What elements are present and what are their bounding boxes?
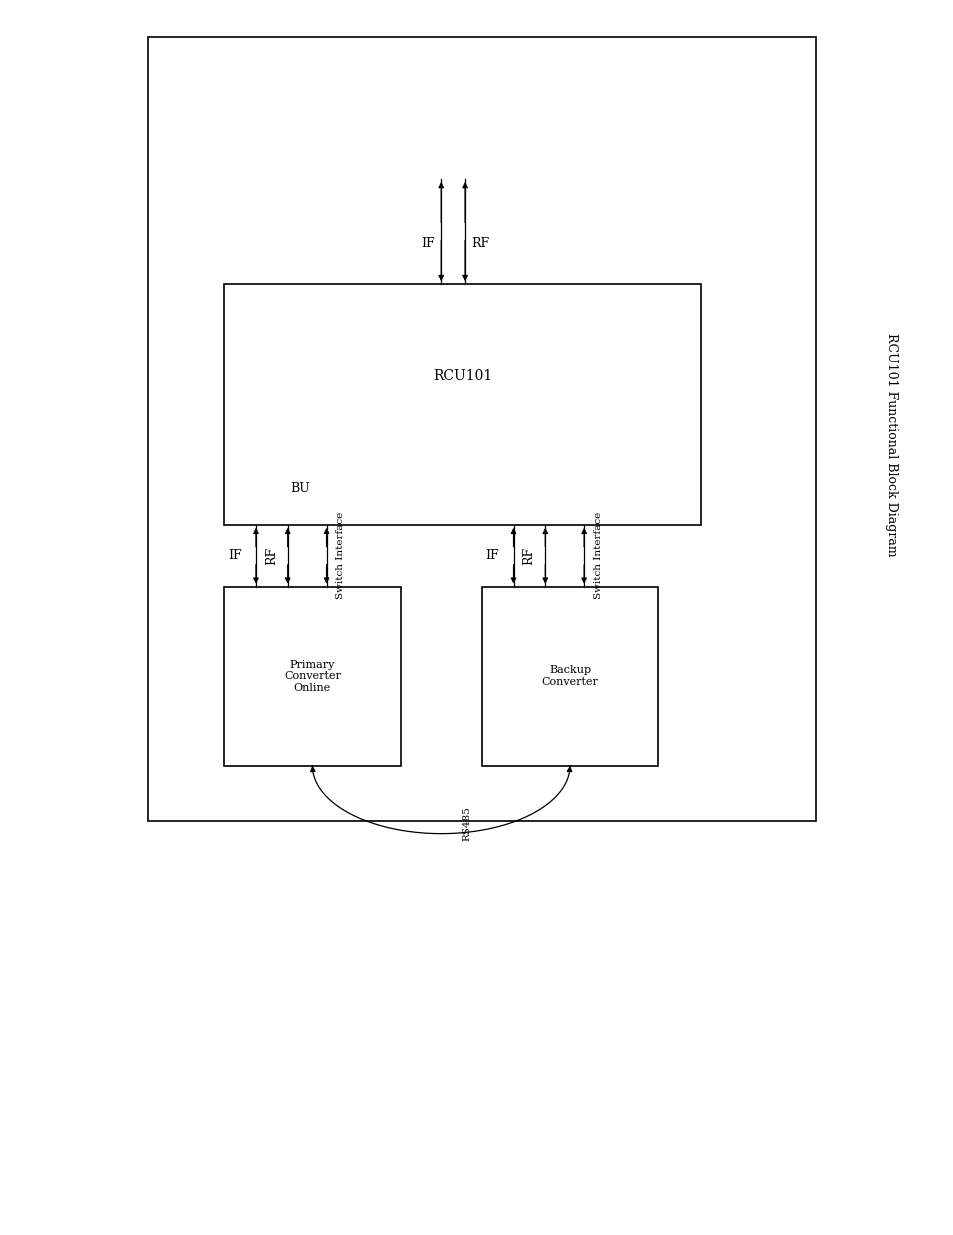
- Bar: [224, 284, 700, 525]
- Text: Switch Interface: Switch Interface: [593, 513, 602, 599]
- Text: RCU101 Functional Block Diagram: RCU101 Functional Block Diagram: [884, 332, 898, 557]
- Text: IF: IF: [228, 550, 241, 562]
- Text: BU: BU: [291, 482, 310, 495]
- Text: RF: RF: [522, 547, 536, 564]
- Text: RF: RF: [265, 547, 278, 564]
- Text: RCU101: RCU101: [433, 368, 492, 383]
- Text: Backup
Converter: Backup Converter: [541, 666, 598, 687]
- Text: Switch Interface: Switch Interface: [335, 513, 345, 599]
- Bar: [148, 37, 815, 821]
- Bar: [224, 587, 400, 766]
- Bar: [481, 587, 658, 766]
- Text: RS485: RS485: [461, 806, 471, 841]
- Text: RF: RF: [471, 237, 489, 251]
- Text: Primary
Converter
Online: Primary Converter Online: [284, 659, 340, 693]
- Text: IF: IF: [485, 550, 498, 562]
- Text: IF: IF: [420, 237, 435, 251]
